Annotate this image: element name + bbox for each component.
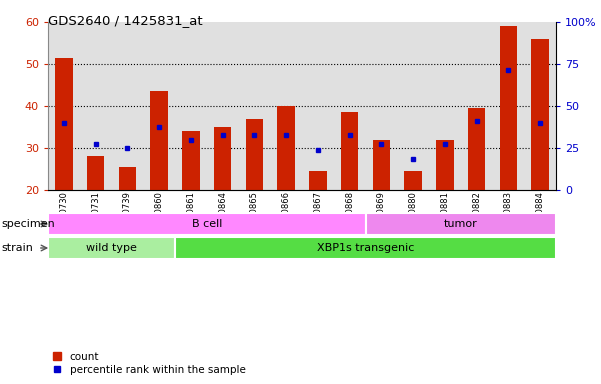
Bar bbox=[55, 58, 73, 190]
Text: B cell: B cell bbox=[192, 219, 222, 229]
Bar bbox=[175, 237, 556, 259]
Text: strain: strain bbox=[1, 243, 33, 253]
Bar bbox=[365, 213, 556, 235]
Text: XBP1s transgenic: XBP1s transgenic bbox=[317, 243, 414, 253]
Bar bbox=[87, 156, 105, 190]
Bar bbox=[373, 140, 390, 190]
Bar bbox=[48, 237, 175, 259]
Bar bbox=[214, 127, 231, 190]
Bar bbox=[404, 171, 422, 190]
Bar bbox=[246, 119, 263, 190]
Bar bbox=[278, 106, 295, 190]
Bar bbox=[436, 140, 454, 190]
Bar bbox=[309, 171, 326, 190]
Text: tumor: tumor bbox=[444, 219, 478, 229]
Bar bbox=[531, 39, 549, 190]
Bar bbox=[118, 167, 136, 190]
Bar bbox=[182, 131, 200, 190]
Text: specimen: specimen bbox=[1, 219, 55, 229]
Bar bbox=[150, 91, 168, 190]
Text: wild type: wild type bbox=[86, 243, 137, 253]
Bar bbox=[499, 26, 517, 190]
Bar bbox=[468, 108, 486, 190]
Bar bbox=[341, 112, 358, 190]
Legend: count, percentile rank within the sample: count, percentile rank within the sample bbox=[53, 352, 246, 375]
Text: GDS2640 / 1425831_at: GDS2640 / 1425831_at bbox=[48, 14, 203, 27]
Bar bbox=[48, 213, 365, 235]
